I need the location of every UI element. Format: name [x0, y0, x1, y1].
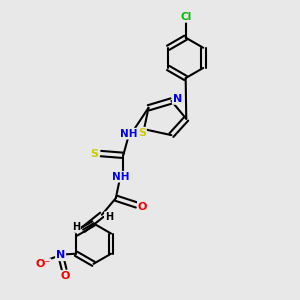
- Text: S: S: [138, 128, 146, 138]
- Text: H: H: [72, 222, 80, 232]
- Text: S: S: [90, 148, 98, 159]
- Text: N: N: [173, 94, 182, 104]
- Text: Cl: Cl: [180, 12, 191, 22]
- Text: O: O: [61, 271, 70, 281]
- Text: NH: NH: [112, 172, 129, 182]
- Text: O⁻: O⁻: [35, 259, 50, 269]
- Text: N: N: [56, 250, 65, 260]
- Text: O: O: [138, 202, 147, 212]
- Text: H: H: [105, 212, 113, 222]
- Text: NH: NH: [120, 129, 138, 139]
